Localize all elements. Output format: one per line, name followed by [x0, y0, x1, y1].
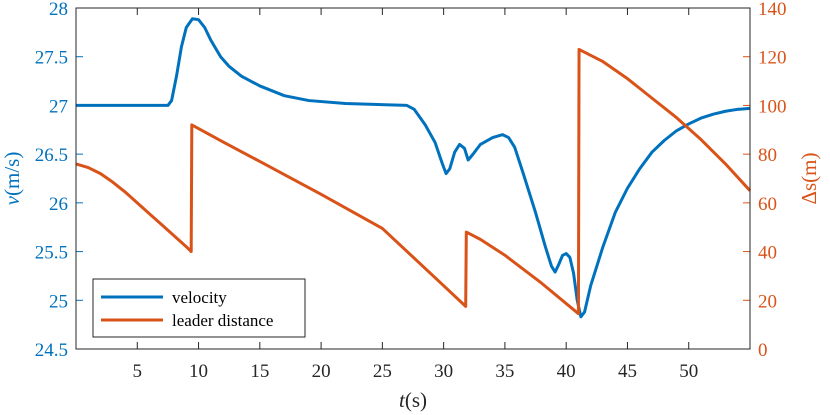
- left-tick-label: 27.5: [35, 48, 68, 69]
- right-tick-label: 40: [758, 243, 777, 264]
- x-tick-label: 15: [250, 361, 269, 382]
- left-tick-label: 26.5: [35, 145, 68, 166]
- x-tick-label: 35: [495, 361, 514, 382]
- right-axis-unit: (m): [797, 152, 821, 182]
- left-axis-unit: (m/s): [0, 152, 24, 196]
- left-tick-label: 27: [49, 96, 68, 117]
- legend-label-leader-distance: leader distance: [172, 311, 273, 330]
- right-axis-var: Δs: [797, 183, 821, 205]
- series-line-velocity: [76, 17, 751, 319]
- left-tick-label: 26: [49, 194, 68, 215]
- legend: velocity leader distance: [92, 278, 306, 338]
- right-tick-label: 20: [758, 291, 777, 312]
- x-axis-unit: (s): [405, 388, 427, 412]
- x-tick-label: 50: [679, 361, 698, 382]
- right-axis-title: Δs(m): [797, 152, 821, 204]
- legend-box: [92, 278, 306, 338]
- x-tick-label: 10: [189, 361, 208, 382]
- right-tick-label: 100: [758, 96, 787, 117]
- right-tick-label: 120: [758, 48, 787, 69]
- x-axis-var: t: [399, 388, 406, 412]
- ticks-layer: 5 10 15 20 25 30 35 40 45 50 24.5 25 25.5 26 26.5 27 27.…: [35, 0, 787, 382]
- left-tick-label: 24.5: [35, 340, 68, 361]
- right-tick-label: 0: [758, 340, 768, 361]
- right-tick-label: 140: [758, 0, 787, 20]
- plot-frame: [75, 7, 751, 350]
- left-tick-label: 25: [49, 291, 68, 312]
- left-axis-var: v: [0, 195, 24, 205]
- left-tick-label: 28: [49, 0, 68, 20]
- lines-layer: [75, 17, 752, 319]
- right-tick-label: 60: [758, 194, 777, 215]
- x-tick-label: 40: [557, 361, 576, 382]
- right-tick-label: 80: [758, 145, 777, 166]
- x-axis-title: t(s): [399, 388, 427, 412]
- x-tick-label: 45: [618, 361, 637, 382]
- series-line-leader-distance: [75, 47, 752, 316]
- x-tick-label: 5: [133, 361, 143, 382]
- legend-label-velocity: velocity: [172, 288, 227, 307]
- x-tick-label: 20: [312, 361, 331, 382]
- x-tick-label: 25: [373, 361, 392, 382]
- left-tick-label: 25.5: [35, 243, 68, 264]
- x-tick-label: 30: [434, 361, 453, 382]
- left-axis-title: v(m/s): [0, 152, 24, 206]
